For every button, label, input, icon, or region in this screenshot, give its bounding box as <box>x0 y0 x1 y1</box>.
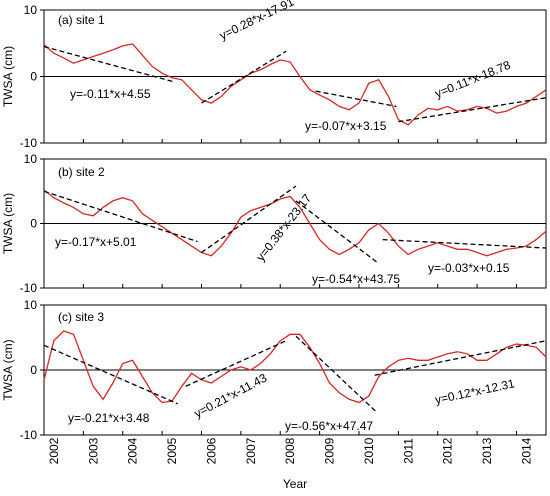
x-tick-label: 2014 <box>519 437 533 464</box>
trend-equation-label: y=-0.11*x+4.55 <box>70 87 151 101</box>
panel-title: (c) site 3 <box>58 310 104 324</box>
y-tick-label: -10 <box>20 281 38 295</box>
x-tick-label: 2003 <box>86 437 100 464</box>
y-tick-label: -10 <box>20 428 38 442</box>
x-tick-label: 2009 <box>323 437 337 464</box>
trend-equation-label: y=-0.21*x+3.48 <box>68 411 150 425</box>
trend-equation-label: y=-0.07*x+3.15 <box>305 119 387 133</box>
trend-line <box>398 97 547 123</box>
y-tick-label: 10 <box>24 298 38 312</box>
y-tick-label: 0 <box>30 217 37 231</box>
trend-equation-label: y=-0.03*x+0.15 <box>428 261 510 275</box>
trend-line <box>185 340 287 387</box>
trend-equation-label: y=-0.56*x+47.47 <box>285 419 373 433</box>
trend-line <box>315 90 397 108</box>
panel-1: 10 0 -10 TWSA (cm) (a) site 1 y=-0.11*x+4.55 y… <box>1 0 547 150</box>
y-tick-label: 0 <box>30 363 37 377</box>
panel-2: 10 0 -10 TWSA (cm) (b) site 2 y=-0.17*x+5.01 y… <box>1 152 547 295</box>
x-tick-label: 2007 <box>244 437 258 464</box>
panel-title: (a) site 1 <box>58 13 105 27</box>
trend-equation-label: y=0.28*x-17.91 <box>217 0 296 43</box>
x-tick-label: 2013 <box>480 437 494 464</box>
trend-line <box>374 340 547 376</box>
x-tick-label: 2002 <box>47 437 61 464</box>
x-tick-label: 2004 <box>126 437 140 464</box>
x-tick-label: 2012 <box>441 437 455 464</box>
trend-line <box>201 185 297 254</box>
x-tick-label: 2006 <box>204 437 218 464</box>
trend-equation-label: y=-0.54*x+43.75 <box>312 272 400 286</box>
y-axis-label: TWSA (cm) <box>1 193 15 254</box>
trend-line <box>43 45 175 83</box>
twsa-series-line <box>43 43 547 126</box>
trend-equation-label: y=0.38*x-23.17 <box>253 191 314 264</box>
trend-line <box>43 344 179 405</box>
y-tick-label: 0 <box>30 70 37 84</box>
panel-3: 10 0 -10 TWSA (cm) (c) site 3 y=-0.21*x+3.48 y… <box>1 298 547 491</box>
x-tick-label: 2011 <box>401 438 415 464</box>
y-tick-label: -10 <box>20 136 38 150</box>
y-axis-label: TWSA (cm) <box>1 46 15 107</box>
trend-line <box>43 190 198 243</box>
trend-equation-label: y=0.11*x-18.78 <box>433 58 513 101</box>
x-axis-label: Year <box>283 477 307 491</box>
x-tick-label: 2010 <box>362 437 376 464</box>
trend-line <box>295 200 380 265</box>
trend-equation-label: y=0.12*x-12.31 <box>434 376 517 407</box>
x-tick-label: 2005 <box>165 437 179 464</box>
trend-line <box>201 50 287 104</box>
trend-line <box>295 335 378 413</box>
y-axis-label: TWSA (cm) <box>1 339 15 400</box>
y-tick-label: 10 <box>24 152 38 166</box>
twsa-series-line <box>43 330 547 404</box>
panel-title: (b) site 2 <box>58 165 105 179</box>
x-tick-label: 2008 <box>283 437 297 464</box>
trend-equation-label: y=-0.17*x+5.01 <box>55 235 137 249</box>
twsa-series-line <box>43 189 547 257</box>
trend-line <box>382 238 547 249</box>
y-tick-label: 10 <box>24 3 38 17</box>
